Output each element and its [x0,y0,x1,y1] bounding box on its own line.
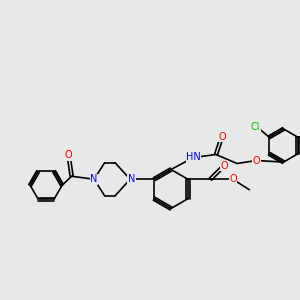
Text: N: N [90,174,98,184]
Text: HN: HN [186,152,201,163]
Text: O: O [65,150,72,160]
Text: O: O [253,155,260,166]
Text: O: O [220,161,228,171]
Text: O: O [229,174,237,184]
Text: O: O [218,131,226,142]
Text: Cl: Cl [251,122,260,132]
Text: N: N [128,174,135,184]
